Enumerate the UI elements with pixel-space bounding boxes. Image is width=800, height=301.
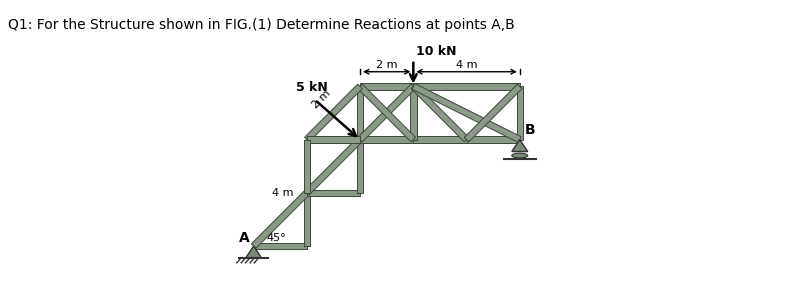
Polygon shape: [410, 86, 417, 140]
Text: 2 m: 2 m: [376, 60, 398, 70]
Polygon shape: [466, 136, 520, 143]
Polygon shape: [307, 136, 360, 143]
Text: 45°: 45°: [267, 233, 286, 244]
Text: 10 kN: 10 kN: [416, 45, 457, 58]
Polygon shape: [517, 86, 523, 140]
Polygon shape: [357, 86, 363, 140]
Text: 4 m: 4 m: [272, 188, 294, 198]
Polygon shape: [412, 83, 522, 142]
Text: B: B: [525, 123, 536, 137]
Polygon shape: [411, 84, 469, 142]
Ellipse shape: [512, 153, 528, 158]
Text: A: A: [239, 231, 250, 245]
Polygon shape: [304, 140, 310, 193]
Polygon shape: [358, 84, 415, 142]
Text: 5 kN: 5 kN: [296, 81, 328, 94]
Text: 4 m: 4 m: [456, 60, 478, 70]
Polygon shape: [360, 83, 414, 90]
Polygon shape: [512, 140, 528, 152]
Polygon shape: [358, 84, 415, 142]
Polygon shape: [307, 136, 360, 143]
Polygon shape: [251, 191, 309, 248]
Text: 2 m: 2 m: [310, 88, 332, 110]
Polygon shape: [357, 140, 363, 193]
Polygon shape: [246, 246, 262, 258]
Polygon shape: [464, 84, 522, 142]
Polygon shape: [304, 193, 310, 246]
Polygon shape: [414, 83, 520, 90]
Text: Q1: For the Structure shown in FIG.(1) Determine Reactions at points A,B: Q1: For the Structure shown in FIG.(1) D…: [8, 18, 514, 32]
Polygon shape: [307, 190, 360, 196]
Polygon shape: [360, 136, 414, 143]
Polygon shape: [414, 136, 466, 143]
Polygon shape: [254, 243, 307, 249]
Polygon shape: [305, 137, 362, 195]
Polygon shape: [305, 84, 362, 142]
